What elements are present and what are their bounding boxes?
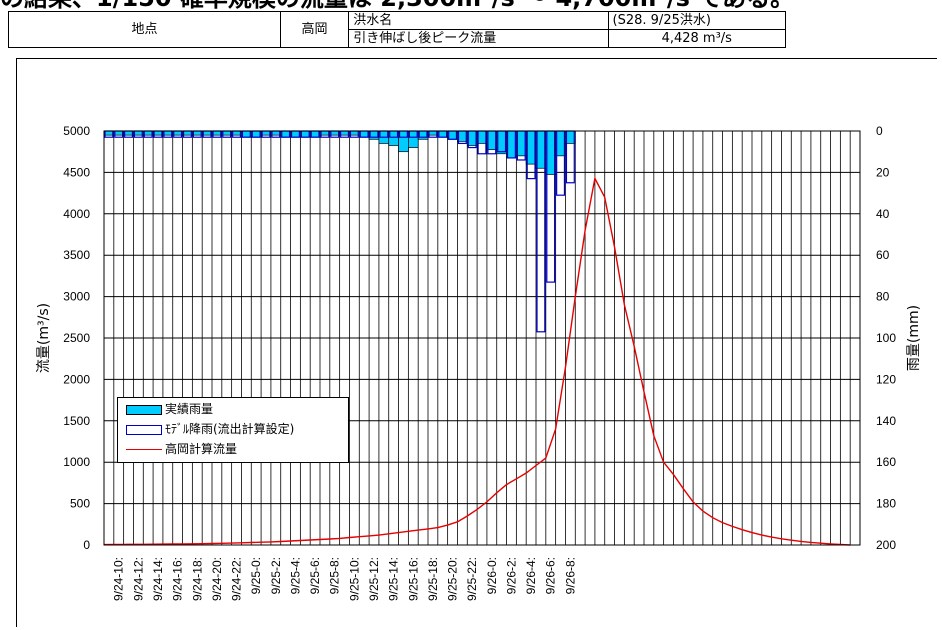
x-tick-label: 9/25-20:: [446, 557, 460, 601]
chart-frame: [16, 58, 937, 627]
discharge-line: [103, 176, 851, 546]
x-tick-label: 9/25-18:: [426, 557, 440, 601]
x-tick-label: 9/25-16:: [406, 557, 420, 601]
x-tick-label: 9/24-20:: [210, 557, 224, 601]
right-tick-label: 200: [876, 538, 896, 552]
right-tick-label: 0: [876, 124, 883, 138]
right-tick-label: 120: [876, 372, 896, 386]
left-tick-label: 4000: [63, 207, 90, 221]
legend-label-model: ﾓﾃﾞﾙ降雨(流出計算設定): [165, 422, 295, 436]
chart-labels: 0500100015002000250030003500400045005000…: [36, 124, 922, 601]
right-tick-label: 80: [876, 290, 890, 304]
right-tick-label: 60: [876, 248, 890, 262]
x-tick-label: 9/25-22:: [465, 557, 479, 601]
x-tick-label: 9/25-14:: [387, 557, 401, 601]
x-tick-label: 9/25-2:: [269, 557, 283, 594]
flood-info-table: 地点 高岡 洪水名 (S28. 9/25洪水) 引き伸ばし後ピーク流量 4,42…: [8, 11, 787, 48]
x-tick-label: 9/25-12:: [367, 557, 381, 601]
page-heading-fragment: の結果、1/150 確率規模の流量は 2,300m³/s ～ 4,700m³/s…: [0, 0, 942, 12]
legend-swatch-observed: [126, 404, 162, 415]
peak-flow-label: 引き伸ばし後ピーク流量: [348, 29, 609, 48]
left-axis-title: 流量(m³/s): [36, 303, 52, 373]
left-tick-label: 2000: [63, 372, 90, 386]
right-tick-label: 180: [876, 497, 896, 511]
right-tick-label: 20: [876, 165, 890, 179]
chart-grid: [103, 130, 861, 546]
left-tick-label: 2500: [63, 331, 90, 345]
right-tick-label: 140: [876, 414, 896, 428]
left-tick-label: 5000: [63, 124, 90, 138]
x-tick-label: 9/24-14:: [151, 557, 165, 601]
x-tick-label: 9/24-12:: [131, 557, 145, 601]
left-tick-label: 1000: [63, 455, 90, 469]
right-tick-label: 100: [876, 331, 896, 345]
left-tick-label: 3000: [63, 290, 90, 304]
observed-rain-bars: [103, 130, 576, 175]
x-tick-label: 9/26-4:: [524, 557, 538, 594]
x-tick-label: 9/25-4:: [289, 557, 303, 594]
legend-swatch-discharge: [126, 449, 162, 450]
x-tick-label: 9/25-8:: [328, 557, 342, 594]
chart-axes: [103, 130, 861, 546]
flood-name-value: (S28. 9/25洪水): [607, 11, 787, 30]
legend-label-discharge: 高岡計算流量: [165, 442, 238, 456]
legend-label-observed: 実績雨量: [165, 402, 214, 416]
x-tick-label: 9/26-0:: [485, 557, 499, 594]
left-tick-label: 500: [70, 497, 90, 511]
legend-item-discharge: 高岡計算流量: [126, 440, 237, 458]
x-tick-label: 9/24-22:: [230, 557, 244, 601]
x-tick-label: 9/26-6:: [544, 557, 558, 594]
left-tick-label: 0: [83, 538, 90, 552]
x-tick-label: 9/24-16:: [171, 557, 185, 601]
right-axis-title: 雨量(mm): [906, 305, 922, 371]
left-tick-label: 3500: [63, 248, 90, 262]
x-tick-label: 9/24-18:: [190, 557, 204, 601]
chart-legend: 実績雨量 ﾓﾃﾞﾙ降雨(流出計算設定) 高岡計算流量: [117, 397, 349, 463]
x-tick-label: 9/26-2:: [505, 557, 519, 594]
plot-area-border: [103, 130, 861, 546]
x-tick-label: 9/25-6:: [308, 557, 322, 594]
right-tick-label: 40: [876, 207, 890, 221]
point-value: 高岡: [279, 11, 350, 48]
discharge-line-group: [103, 176, 851, 546]
legend-item-observed: 実績雨量: [126, 400, 213, 418]
left-tick-label: 1500: [63, 414, 90, 428]
x-tick-label: 9/25-10:: [347, 557, 361, 601]
left-tick-label: 4500: [63, 165, 90, 179]
x-tick-label: 9/24-10:: [112, 557, 126, 601]
x-tick-label: 9/25-0:: [249, 557, 263, 594]
x-tick-label: 9/26-8:: [563, 557, 577, 594]
legend-item-model: ﾓﾃﾞﾙ降雨(流出計算設定): [126, 420, 294, 438]
legend-swatch-model: [126, 424, 162, 435]
right-tick-label: 160: [876, 455, 896, 469]
peak-flow-value: 4,428 m³/s: [607, 29, 787, 48]
point-label: 地点: [8, 11, 281, 48]
